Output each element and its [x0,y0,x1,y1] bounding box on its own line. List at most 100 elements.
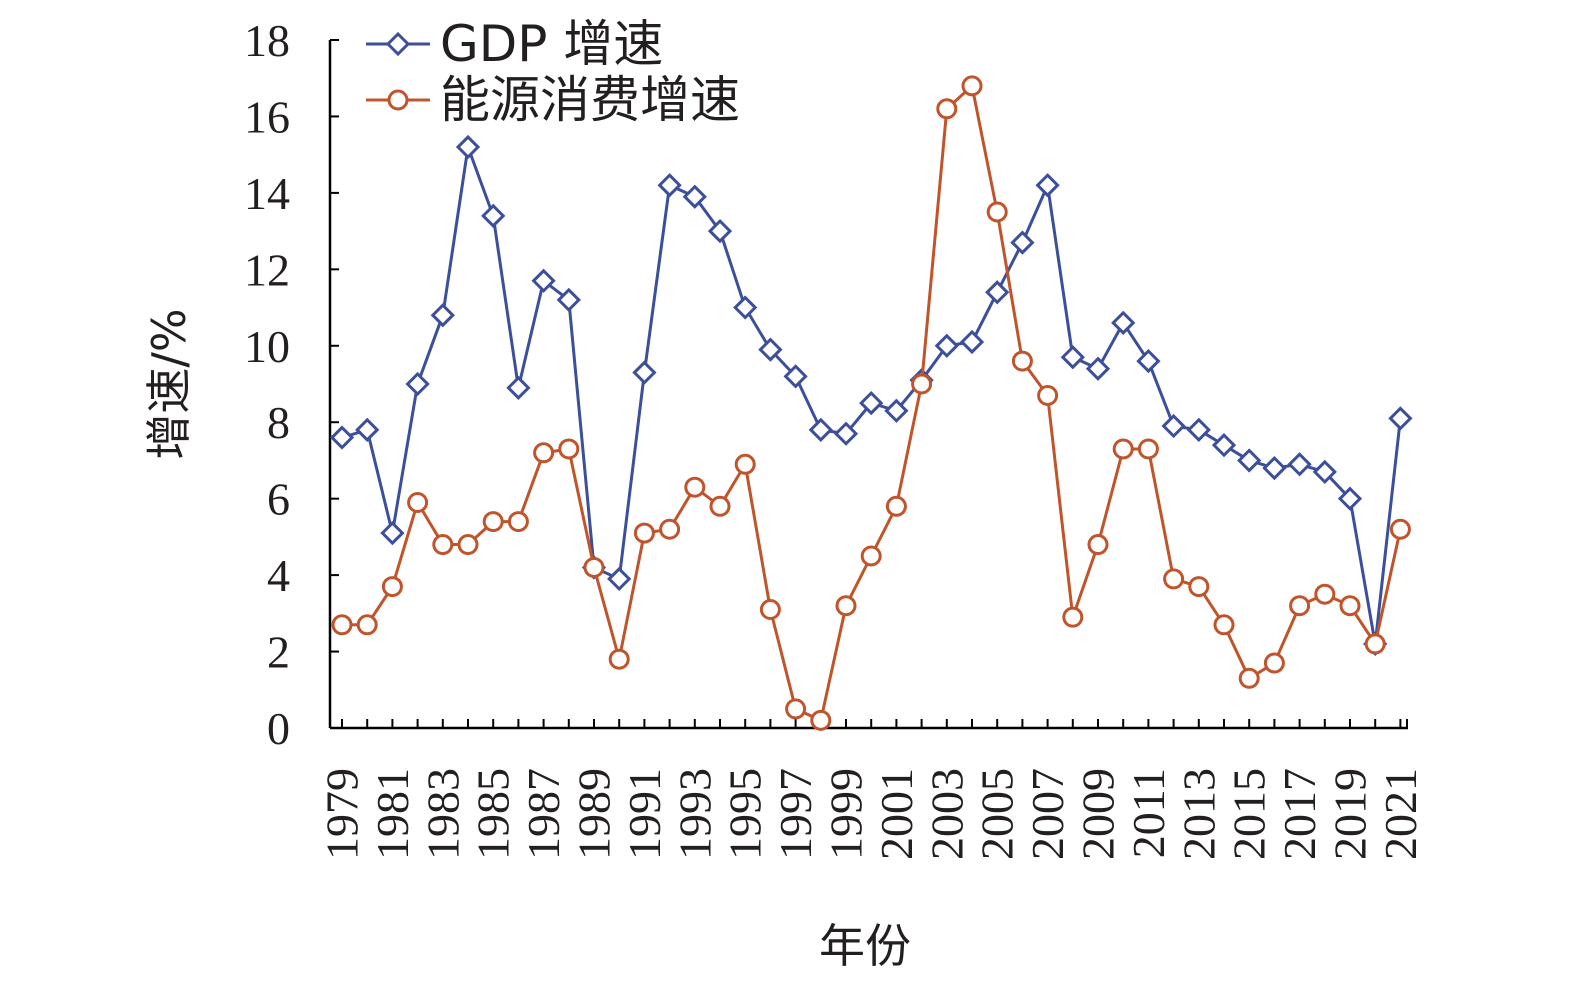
data-point [1339,595,1361,617]
data-point [961,75,983,97]
data-point [759,599,781,621]
data-point [1287,452,1312,477]
data-point [608,648,630,670]
data-point [835,595,857,617]
y-ticks: 0 2 4 6 8 10 12 14 16 18 [244,15,339,754]
data-point [808,417,833,442]
data-point [1085,356,1111,381]
x-tick-label: 1987 [518,768,569,860]
data-point [1062,606,1084,628]
data-point [810,709,832,731]
data-point [934,333,959,358]
data-point [833,421,859,446]
data-point [911,373,933,395]
y-tick-label: 8 [267,397,290,448]
series-layer [329,75,1413,731]
data-point [1289,595,1311,617]
data-point [859,390,884,416]
data-point [785,698,807,720]
data-point [533,442,555,464]
data-point [936,98,958,120]
data-point [531,268,556,293]
data-point [682,184,707,209]
data-point [1211,433,1237,458]
x-tick-label: 2007 [1022,768,1073,860]
y-axis-title: 增速/% [142,308,196,459]
data-point [1112,438,1134,460]
data-point [1010,230,1035,255]
data-point [733,295,758,320]
data-point [1035,173,1060,198]
data-point [481,203,506,228]
data-point [1188,576,1210,598]
data-point [405,371,430,397]
data-point [1389,518,1411,540]
legend-item: GDP 增速 [366,15,663,73]
y-tick-label: 14 [244,168,290,219]
x-tick-label: 1995 [720,768,771,860]
x-axis-title: 年份 [819,919,911,973]
axes [328,40,1408,730]
legend-label: GDP 增速 [440,15,663,73]
data-point [1037,384,1059,406]
x-tick-label: 1993 [669,768,720,860]
data-point [583,556,605,578]
data-point [1186,417,1211,442]
data-point [1213,614,1235,636]
x-tick-label: 1999 [821,768,872,860]
data-point [707,218,733,244]
x-tick-label: 2013 [1173,768,1224,860]
y-tick-label: 2 [267,627,290,678]
x-ticks: 1979 1981 1983 1985 1987 1989 1991 1993 1995 1997… [317,719,1426,860]
data-point [356,614,378,636]
data-point [657,173,682,198]
data-point [457,534,479,556]
data-point [709,495,731,517]
y-tick-label: 12 [244,244,290,295]
data-point [758,337,783,362]
data-point [331,614,353,636]
data-point [884,398,909,423]
series [331,75,1411,731]
data-point [1111,310,1136,335]
data-point [355,417,380,442]
x-tick-label: 1989 [569,768,620,860]
data-point [684,476,706,498]
data-point [1262,455,1287,481]
data-point [1060,345,1085,370]
data-point [1161,413,1186,439]
data-point [455,134,481,160]
x-tick-label: 2009 [1073,768,1124,860]
data-point [1337,486,1363,511]
x-tick-label: 1983 [417,768,468,860]
legend-label: 能源消费增速 [440,71,740,129]
x-tick-label: 2017 [1274,768,1325,860]
data-point [407,491,429,513]
x-tick-label: 1981 [367,768,418,860]
y-tick-label: 4 [267,550,290,601]
data-point [1263,652,1285,674]
data-point [1312,459,1337,485]
data-point [385,31,411,57]
data-point [430,303,455,328]
data-point [607,566,632,592]
x-tick-label: 1991 [619,768,670,860]
data-point [506,375,531,400]
x-tick-label: 1997 [770,768,821,860]
data-point [387,89,409,111]
data-point [734,453,756,475]
x-tick-label: 1979 [317,768,368,860]
y-tick-label: 18 [244,15,290,66]
x-tick-label: 2011 [1123,768,1174,858]
data-point [380,520,405,546]
y-tick-label: 16 [244,91,290,142]
data-point [1314,583,1336,605]
data-point [556,287,581,313]
data-point [329,425,355,450]
series [329,134,1413,657]
data-point [632,360,657,385]
data-point [381,576,403,598]
x-tick-label: 1985 [468,768,519,860]
